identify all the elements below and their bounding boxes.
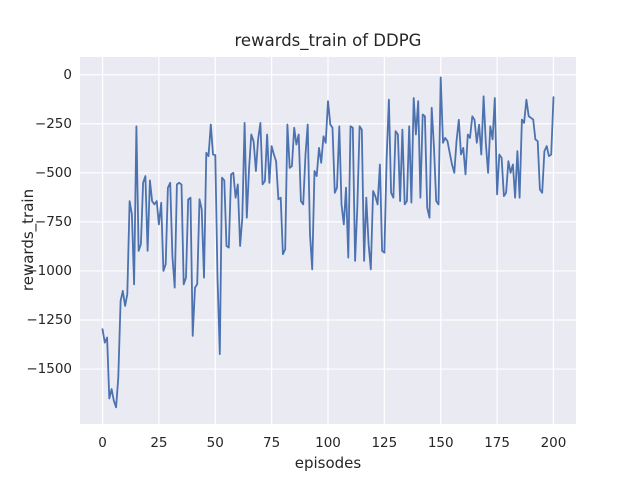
y-tick-label: −500 bbox=[34, 164, 72, 181]
y-tick-label: −1500 bbox=[26, 361, 72, 378]
series-line bbox=[101, 76, 555, 409]
x-axis-label: episodes bbox=[294, 454, 362, 472]
x-tick-label: 100 bbox=[315, 435, 341, 451]
y-tick-label: 0 bbox=[63, 66, 72, 83]
y-tick-label: −1000 bbox=[26, 262, 72, 279]
x-tick-label: 175 bbox=[484, 435, 510, 451]
y-tick-label: −250 bbox=[34, 115, 72, 132]
x-tick-label: 150 bbox=[427, 435, 454, 451]
x-tick-label: 50 bbox=[206, 435, 224, 451]
x-tick-label: 25 bbox=[150, 435, 168, 451]
x-tick-label: 0 bbox=[98, 435, 107, 451]
y-tick-label: −1250 bbox=[26, 311, 72, 328]
x-tick-label: 125 bbox=[371, 435, 398, 451]
x-tick-label: 75 bbox=[263, 435, 281, 451]
chart-title: rewards_train of DDPG bbox=[234, 31, 422, 50]
x-tick-label: 200 bbox=[540, 435, 567, 451]
y-tick-label: −750 bbox=[34, 213, 72, 230]
